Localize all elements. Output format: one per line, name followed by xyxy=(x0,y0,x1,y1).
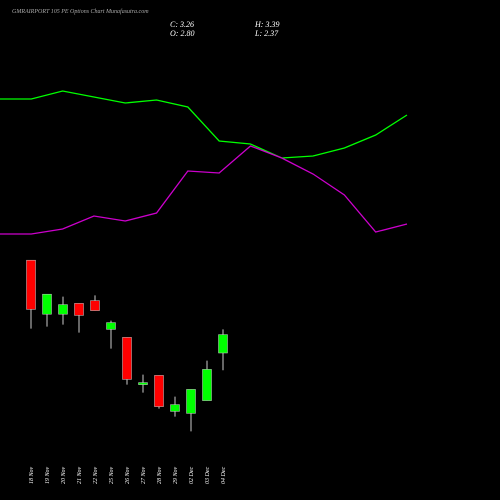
indicator-line xyxy=(0,145,408,235)
candle-body xyxy=(106,322,116,330)
candle-body xyxy=(74,303,84,316)
x-tick-label: 18 Nov xyxy=(29,466,35,484)
candle-body xyxy=(218,334,228,354)
candle-body xyxy=(26,259,36,310)
candle-body xyxy=(202,369,212,401)
x-tick-label: 02 Dec xyxy=(189,467,195,484)
x-tick-label: 29 Nov xyxy=(173,466,179,484)
x-tick-label: 04 Dec xyxy=(220,467,227,484)
x-tick-label: 28 Nov xyxy=(157,466,163,484)
x-tick-label: 25 Nov xyxy=(109,466,115,484)
x-tick-label: 21 Nov xyxy=(77,466,83,484)
candle-body xyxy=(138,382,148,385)
low-label: L: 2.37 xyxy=(254,29,279,38)
x-tick-label: 19 Nov xyxy=(45,466,51,484)
x-tick-label: 03 Dec xyxy=(205,467,211,484)
candle-body xyxy=(170,404,180,412)
open-label: O: 2.80 xyxy=(170,29,194,38)
candle-body xyxy=(186,389,196,414)
chart-title: GMRAIRPORT 105 PE Options Chart Munafasu… xyxy=(12,8,149,15)
candle-body xyxy=(58,304,68,315)
x-tick-label: 22 Nov xyxy=(93,466,99,484)
close-label: C: 3.26 xyxy=(170,20,194,29)
candle-body xyxy=(90,300,100,311)
x-tick-label: 20 Nov xyxy=(61,466,67,484)
x-tick-label: 27 Nov xyxy=(141,466,147,484)
candle-body xyxy=(42,293,52,315)
x-tick-label: 26 Nov xyxy=(125,466,131,484)
high-label: H: 3.39 xyxy=(254,20,279,29)
indicator-line xyxy=(0,90,408,159)
candle-body xyxy=(154,375,164,407)
candle-body xyxy=(122,337,132,380)
